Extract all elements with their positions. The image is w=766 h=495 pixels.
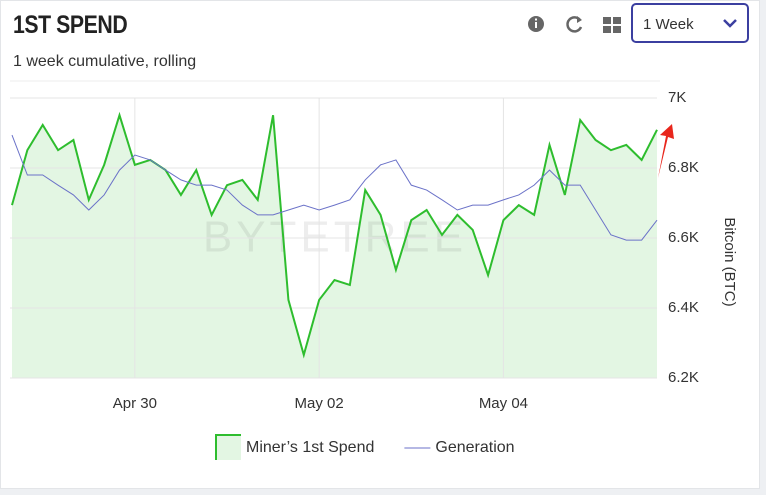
series-line [11, 111, 658, 359]
info-glyph [535, 18, 537, 21]
period-dropdown[interactable]: 1 Week [631, 3, 749, 43]
toolbar-icons[interactable] [526, 13, 626, 37]
title: 1ST SPEND [13, 11, 128, 39]
refresh-icon[interactable] [566, 16, 583, 33]
info-glyph [535, 22, 537, 28]
y-axis-label: Bitcoin (BTC) [721, 217, 738, 306]
subtitle: 1 week cumulative, rolling [13, 53, 197, 70]
series-line [11, 134, 658, 241]
annotation-arrow [658, 124, 674, 178]
period-label: 1 Week [643, 16, 694, 33]
x-tick-label: Apr 30 [113, 395, 157, 412]
y-tick-label: 7K [668, 89, 686, 106]
y-tick-label: 6.6K [668, 229, 699, 246]
y-tick-label: 6.4K [668, 299, 699, 316]
chevron [723, 19, 737, 28]
legend-label: Miner’s 1st Spend [246, 439, 374, 456]
legend-swatch [215, 434, 241, 460]
legend-label: Generation [435, 439, 514, 456]
x-tick-label: May 04 [479, 395, 528, 412]
y-tick-label: 6.8K [668, 159, 699, 176]
watermark: BYTETREE [203, 213, 467, 262]
grid-icon[interactable] [603, 17, 621, 33]
y-tick-label: 6.2K [668, 369, 699, 386]
refresh-arrow [577, 16, 582, 23]
area [12, 115, 657, 379]
x-tick-label: May 02 [295, 395, 344, 412]
